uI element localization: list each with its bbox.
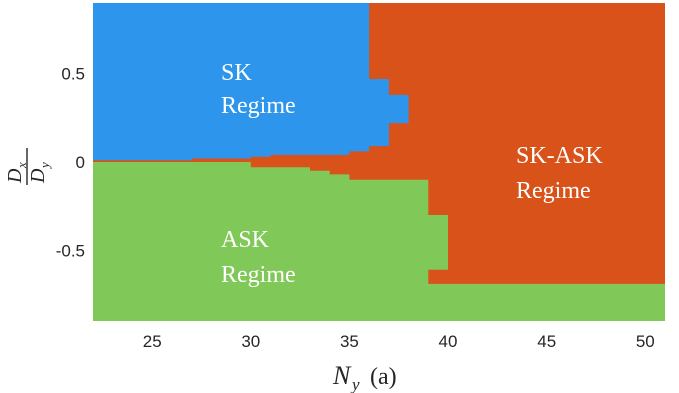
x-tick-label: 25 [143, 332, 162, 351]
svg-text:x: x [14, 162, 29, 169]
x-axis-label: N y (a) [332, 361, 397, 393]
ask-regime-label-line1: ASK [221, 227, 270, 253]
x-axis-ticks: 25 30 35 40 45 50 [143, 332, 655, 351]
svg-text:D: D [27, 168, 49, 184]
svg-text:D: D [4, 168, 26, 184]
x-tick-label: 45 [537, 332, 556, 351]
sk-ask-regime-label-line2: Regime [516, 178, 591, 204]
y-axis-label: D x D y [4, 148, 52, 185]
sk-regime-label-line1: SK [221, 60, 252, 86]
x-tick-label: 40 [439, 332, 458, 351]
x-tick-label: 30 [241, 332, 260, 351]
svg-text:(a): (a) [370, 364, 397, 390]
sk-region [93, 3, 665, 161]
y-axis-ticks: 0.5 0 -0.5 [56, 65, 85, 261]
svg-text:y: y [37, 162, 52, 170]
y-tick-label: -0.5 [56, 241, 85, 260]
x-tick-label: 50 [636, 332, 655, 351]
y-tick-label: 0 [76, 153, 85, 172]
plot-area [93, 3, 665, 321]
ask-regime-label-line2: Regime [221, 262, 296, 288]
x-tick-label: 35 [340, 332, 359, 351]
ask-region [93, 162, 665, 321]
y-tick-label: 0.5 [61, 65, 85, 84]
svg-text:y: y [350, 375, 360, 393]
sk-ask-regime-label-line1: SK-ASK [516, 143, 603, 169]
svg-text:N: N [332, 361, 352, 390]
sk-regime-label-line2: Regime [221, 93, 296, 119]
